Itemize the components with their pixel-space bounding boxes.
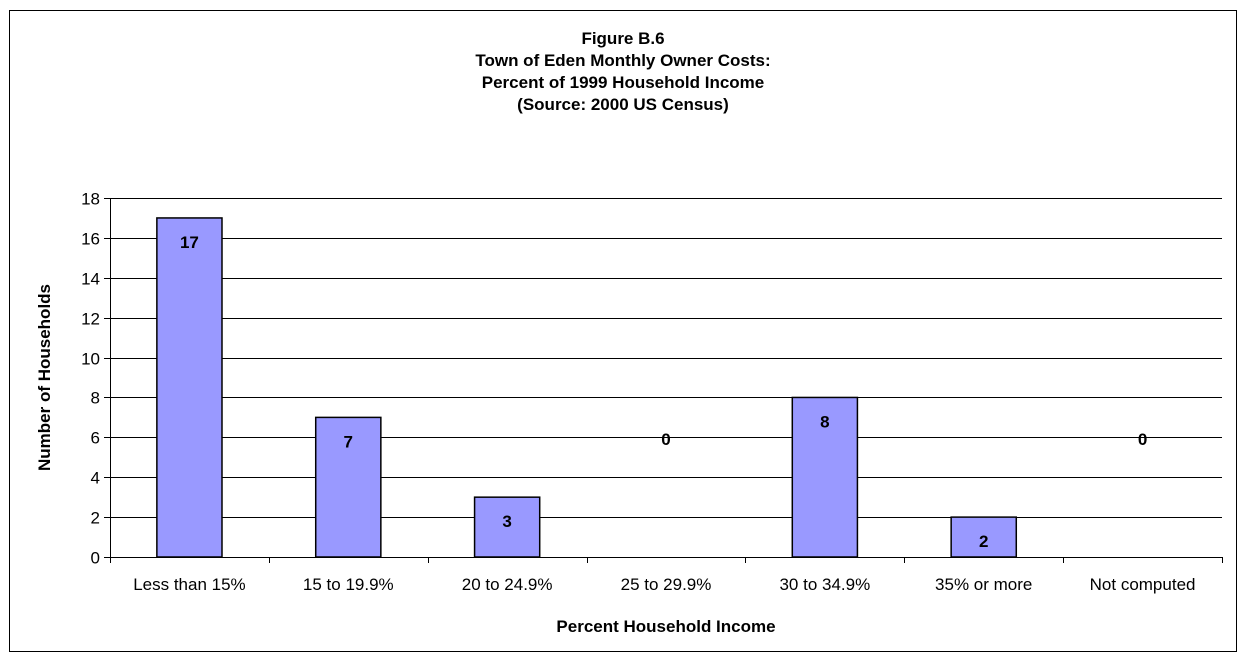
x-tick-label: Not computed [1090, 575, 1196, 594]
bar-6 [950, 516, 1018, 558]
y-axis-title: Number of Households [35, 284, 54, 471]
y-tick-label: 10 [81, 350, 100, 369]
data-label-7: 0 [1138, 430, 1147, 449]
labels: 0 2 4 6 8 10 12 14 16 18 17 7 3 0 8 2 0 Less than 15% 15 t… [81, 190, 1195, 595]
axes [104, 198, 1223, 563]
y-tick-label: 16 [81, 230, 100, 249]
bar-1 [156, 217, 223, 558]
chart-title-line-3: Percent of 1999 Household Income [481, 73, 765, 92]
data-label-1: 17 [180, 233, 199, 252]
y-tick-label: 12 [81, 310, 100, 329]
x-tick-label: 30 to 34.9% [779, 575, 870, 594]
data-label-3: 3 [502, 512, 511, 531]
chart-title-line-4: (Source: 2000 US Census) [517, 95, 729, 114]
bar-5 [791, 396, 859, 558]
x-tick-label: 15 to 19.9% [303, 575, 394, 594]
x-tick-label: 20 to 24.9% [462, 575, 553, 594]
y-tick-label: 8 [91, 389, 100, 408]
data-label-2: 7 [344, 432, 353, 451]
chart-title-line-1: Figure B.6 [581, 29, 665, 48]
y-tick-label: 4 [91, 469, 100, 488]
y-tick-label: 6 [91, 429, 100, 448]
y-tick-label: 0 [91, 549, 100, 568]
data-label-5: 8 [820, 412, 829, 431]
x-tick-label: 35% or more [935, 575, 1032, 594]
bars [156, 217, 1018, 558]
y-tick-label: 2 [91, 509, 100, 528]
data-label-6: 2 [979, 532, 988, 551]
y-tick-label: 14 [81, 270, 100, 289]
data-label-4: 0 [661, 430, 670, 449]
x-axis-title: Percent Household Income [556, 617, 775, 636]
chart-title-line-2: Town of Eden Monthly Owner Costs: [475, 51, 771, 70]
gridlines [110, 198, 1222, 518]
x-tick-label: Less than 15% [133, 575, 245, 594]
x-tick-label: 25 to 29.9% [621, 575, 712, 594]
bar-3 [473, 496, 541, 558]
bar-2 [314, 416, 382, 558]
y-tick-label: 18 [81, 190, 100, 209]
chart-title: Figure B.6 Town of Eden Monthly Owner Co… [0, 28, 1246, 116]
